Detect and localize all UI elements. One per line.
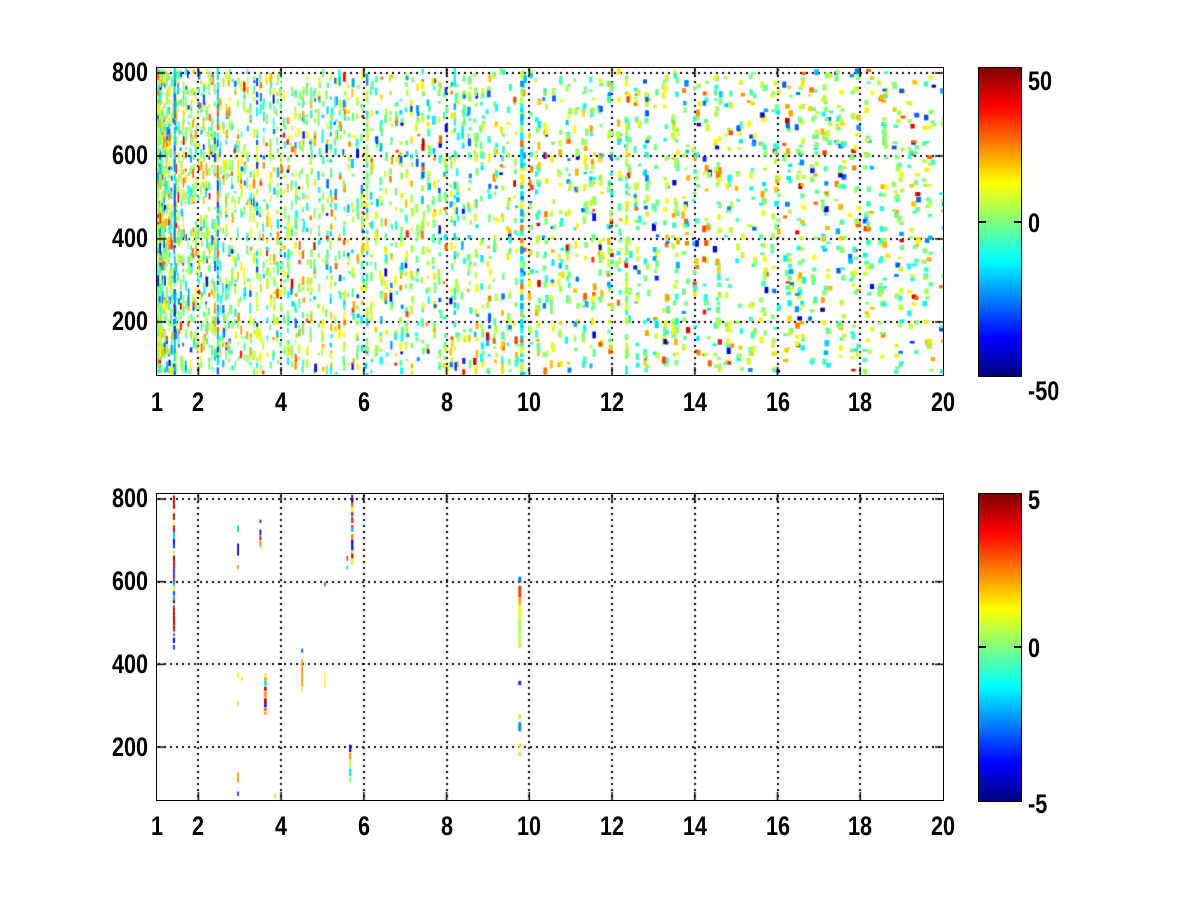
- top-x-tick-label-10: 10: [517, 386, 542, 417]
- bottom-heatmap-axes: [156, 493, 944, 801]
- colorbar-zero-tick: [979, 646, 986, 648]
- bottom-x-tick-label-14: 14: [682, 810, 707, 841]
- bottom-x-tick-label-1: 1: [150, 810, 164, 841]
- bottom-y-tick-label-600: 600: [111, 566, 148, 597]
- top-y-tick-label-600: 600: [111, 140, 148, 171]
- bottom-x-tick-label-16: 16: [765, 810, 790, 841]
- top-x-tick-label-18: 18: [848, 386, 873, 417]
- bottom-x-tick-label-10: 10: [517, 810, 542, 841]
- bottom-x-tick-label-12: 12: [600, 810, 625, 841]
- top-x-tick-label-2: 2: [192, 386, 205, 417]
- top-x-tick-label-20: 20: [930, 386, 956, 417]
- top-colorbar-zero-label: 0: [1028, 208, 1041, 238]
- bottom-heatmap-canvas: [157, 494, 943, 800]
- bottom-colorbar-max-label: 5: [1028, 485, 1041, 515]
- bottom-x-tick-label-18: 18: [848, 810, 873, 841]
- top-heatmap-axes: [156, 67, 944, 376]
- top-x-tick-label-14: 14: [682, 386, 707, 417]
- top-y-tick-label-200: 200: [111, 306, 148, 337]
- top-y-tick-label-800: 800: [111, 57, 148, 88]
- top-y-tick-label-400: 400: [111, 223, 148, 254]
- top-x-tick-label-1: 1: [150, 386, 164, 417]
- top-x-tick-label-6: 6: [357, 386, 370, 417]
- bottom-y-tick-label-400: 400: [111, 648, 148, 679]
- bottom-x-tick-label-6: 6: [357, 810, 370, 841]
- bottom-x-tick-label-8: 8: [440, 810, 453, 841]
- bottom-colorbar-zero-label: 0: [1028, 633, 1041, 663]
- bottom-y-tick-label-200: 200: [111, 731, 148, 762]
- top-colorbar: [978, 67, 1022, 377]
- colorbar-zero-tick: [1014, 221, 1021, 223]
- top-x-tick-label-12: 12: [600, 386, 625, 417]
- top-x-tick-label-16: 16: [765, 386, 790, 417]
- bottom-x-tick-label-2: 2: [192, 810, 205, 841]
- top-x-tick-label-8: 8: [440, 386, 453, 417]
- top-colorbar-max-label: 50: [1028, 66, 1053, 96]
- top-colorbar-min-label: -50: [1028, 376, 1060, 406]
- bottom-colorbar: [978, 493, 1022, 802]
- top-heatmap-canvas: [157, 68, 943, 375]
- colorbar-zero-tick: [1014, 646, 1021, 648]
- bottom-y-tick-label-800: 800: [111, 483, 148, 514]
- bottom-colorbar-min-label: -5: [1028, 789, 1048, 819]
- top-x-tick-label-4: 4: [275, 386, 288, 417]
- colorbar-zero-tick: [979, 221, 986, 223]
- bottom-x-tick-label-4: 4: [275, 810, 288, 841]
- bottom-x-tick-label-20: 20: [930, 810, 956, 841]
